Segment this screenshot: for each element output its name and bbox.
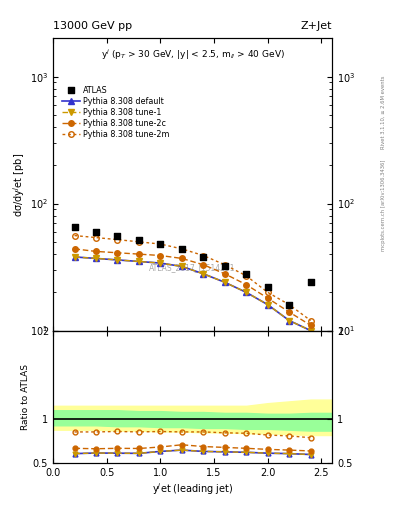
ATLAS xyxy=(72,223,78,231)
Pythia 8.308 tune-1 xyxy=(265,302,270,308)
Line: Pythia 8.308 tune-2c: Pythia 8.308 tune-2c xyxy=(72,246,313,328)
Pythia 8.308 tune-2c xyxy=(265,295,270,301)
ATLAS xyxy=(286,301,292,309)
Pythia 8.308 tune-2m xyxy=(115,237,120,243)
ATLAS xyxy=(200,253,206,261)
Pythia 8.308 tune-1 xyxy=(136,259,141,265)
Pythia 8.308 tune-1 xyxy=(201,271,206,277)
Pythia 8.308 tune-1 xyxy=(180,263,184,269)
Pythia 8.308 tune-2m xyxy=(180,246,184,252)
Pythia 8.308 default xyxy=(287,317,292,324)
Pythia 8.308 tune-2m xyxy=(72,232,77,239)
Pythia 8.308 default xyxy=(180,263,184,269)
Pythia 8.308 tune-1 xyxy=(158,260,163,266)
Text: ATLAS_2017_I1514251: ATLAS_2017_I1514251 xyxy=(149,263,236,272)
Pythia 8.308 tune-1 xyxy=(222,279,227,285)
Pythia 8.308 tune-2c xyxy=(94,248,98,254)
Text: Z+Jet: Z+Jet xyxy=(301,21,332,31)
X-axis label: y$^{j}$et (leading jet): y$^{j}$et (leading jet) xyxy=(152,481,233,497)
Pythia 8.308 tune-2c xyxy=(115,250,120,256)
Pythia 8.308 tune-2m xyxy=(287,302,292,308)
Legend: ATLAS, Pythia 8.308 default, Pythia 8.308 tune-1, Pythia 8.308 tune-2c, Pythia 8: ATLAS, Pythia 8.308 default, Pythia 8.30… xyxy=(60,83,172,141)
Pythia 8.308 tune-2m xyxy=(136,239,141,245)
Pythia 8.308 tune-2m xyxy=(201,252,206,259)
ATLAS xyxy=(136,236,142,244)
Pythia 8.308 tune-2c xyxy=(244,282,249,288)
ATLAS xyxy=(222,262,228,270)
Pythia 8.308 tune-2c xyxy=(308,322,313,328)
Pythia 8.308 tune-2m xyxy=(308,317,313,324)
Y-axis label: dσ/dy$^{j}$et [pb]: dσ/dy$^{j}$et [pb] xyxy=(11,153,27,217)
Pythia 8.308 default xyxy=(94,255,98,262)
Pythia 8.308 tune-1 xyxy=(94,255,98,262)
Pythia 8.308 tune-1 xyxy=(308,328,313,334)
Pythia 8.308 tune-1 xyxy=(72,254,77,260)
Text: 13000 GeV pp: 13000 GeV pp xyxy=(53,21,132,31)
Pythia 8.308 tune-2c xyxy=(180,255,184,262)
Pythia 8.308 default xyxy=(136,259,141,265)
Pythia 8.308 tune-2c xyxy=(72,246,77,252)
ATLAS xyxy=(93,228,99,236)
Pythia 8.308 tune-2c xyxy=(201,262,206,268)
Pythia 8.308 tune-2m xyxy=(94,234,98,241)
Pythia 8.308 default xyxy=(72,254,77,260)
Pythia 8.308 tune-2c xyxy=(158,252,163,259)
ATLAS xyxy=(179,245,185,253)
Line: Pythia 8.308 default: Pythia 8.308 default xyxy=(72,254,313,333)
Text: Rivet 3.1.10, ≥ 2.6M events: Rivet 3.1.10, ≥ 2.6M events xyxy=(381,76,386,150)
ATLAS xyxy=(243,270,250,278)
Pythia 8.308 tune-1 xyxy=(244,289,249,295)
Text: mcplots.cern.ch [arXiv:1306.3436]: mcplots.cern.ch [arXiv:1306.3436] xyxy=(381,159,386,250)
Pythia 8.308 default xyxy=(244,289,249,295)
Pythia 8.308 tune-2m xyxy=(158,241,163,247)
Pythia 8.308 default xyxy=(201,271,206,277)
ATLAS xyxy=(264,283,271,291)
Pythia 8.308 tune-2c xyxy=(136,251,141,257)
Pythia 8.308 default xyxy=(222,279,227,285)
Text: y$^{j}$ (p$_{T}$ > 30 GeV, |y| < 2.5, m$_{ll}$ > 40 GeV): y$^{j}$ (p$_{T}$ > 30 GeV, |y| < 2.5, m$… xyxy=(101,47,285,61)
Line: Pythia 8.308 tune-2m: Pythia 8.308 tune-2m xyxy=(72,233,313,323)
Pythia 8.308 tune-1 xyxy=(287,317,292,324)
Pythia 8.308 tune-2c xyxy=(287,309,292,315)
Y-axis label: Ratio to ATLAS: Ratio to ATLAS xyxy=(21,364,30,430)
Line: Pythia 8.308 tune-1: Pythia 8.308 tune-1 xyxy=(72,254,313,333)
Pythia 8.308 default xyxy=(158,260,163,266)
Pythia 8.308 tune-2c xyxy=(222,271,227,277)
Pythia 8.308 default xyxy=(265,302,270,308)
Pythia 8.308 tune-2m xyxy=(265,289,270,295)
ATLAS xyxy=(157,240,163,248)
Pythia 8.308 default xyxy=(115,257,120,263)
ATLAS xyxy=(307,278,314,286)
Pythia 8.308 tune-2m xyxy=(222,262,227,268)
Pythia 8.308 tune-2m xyxy=(244,273,249,279)
Pythia 8.308 default xyxy=(308,328,313,334)
Pythia 8.308 tune-1 xyxy=(115,257,120,263)
ATLAS xyxy=(114,231,121,240)
